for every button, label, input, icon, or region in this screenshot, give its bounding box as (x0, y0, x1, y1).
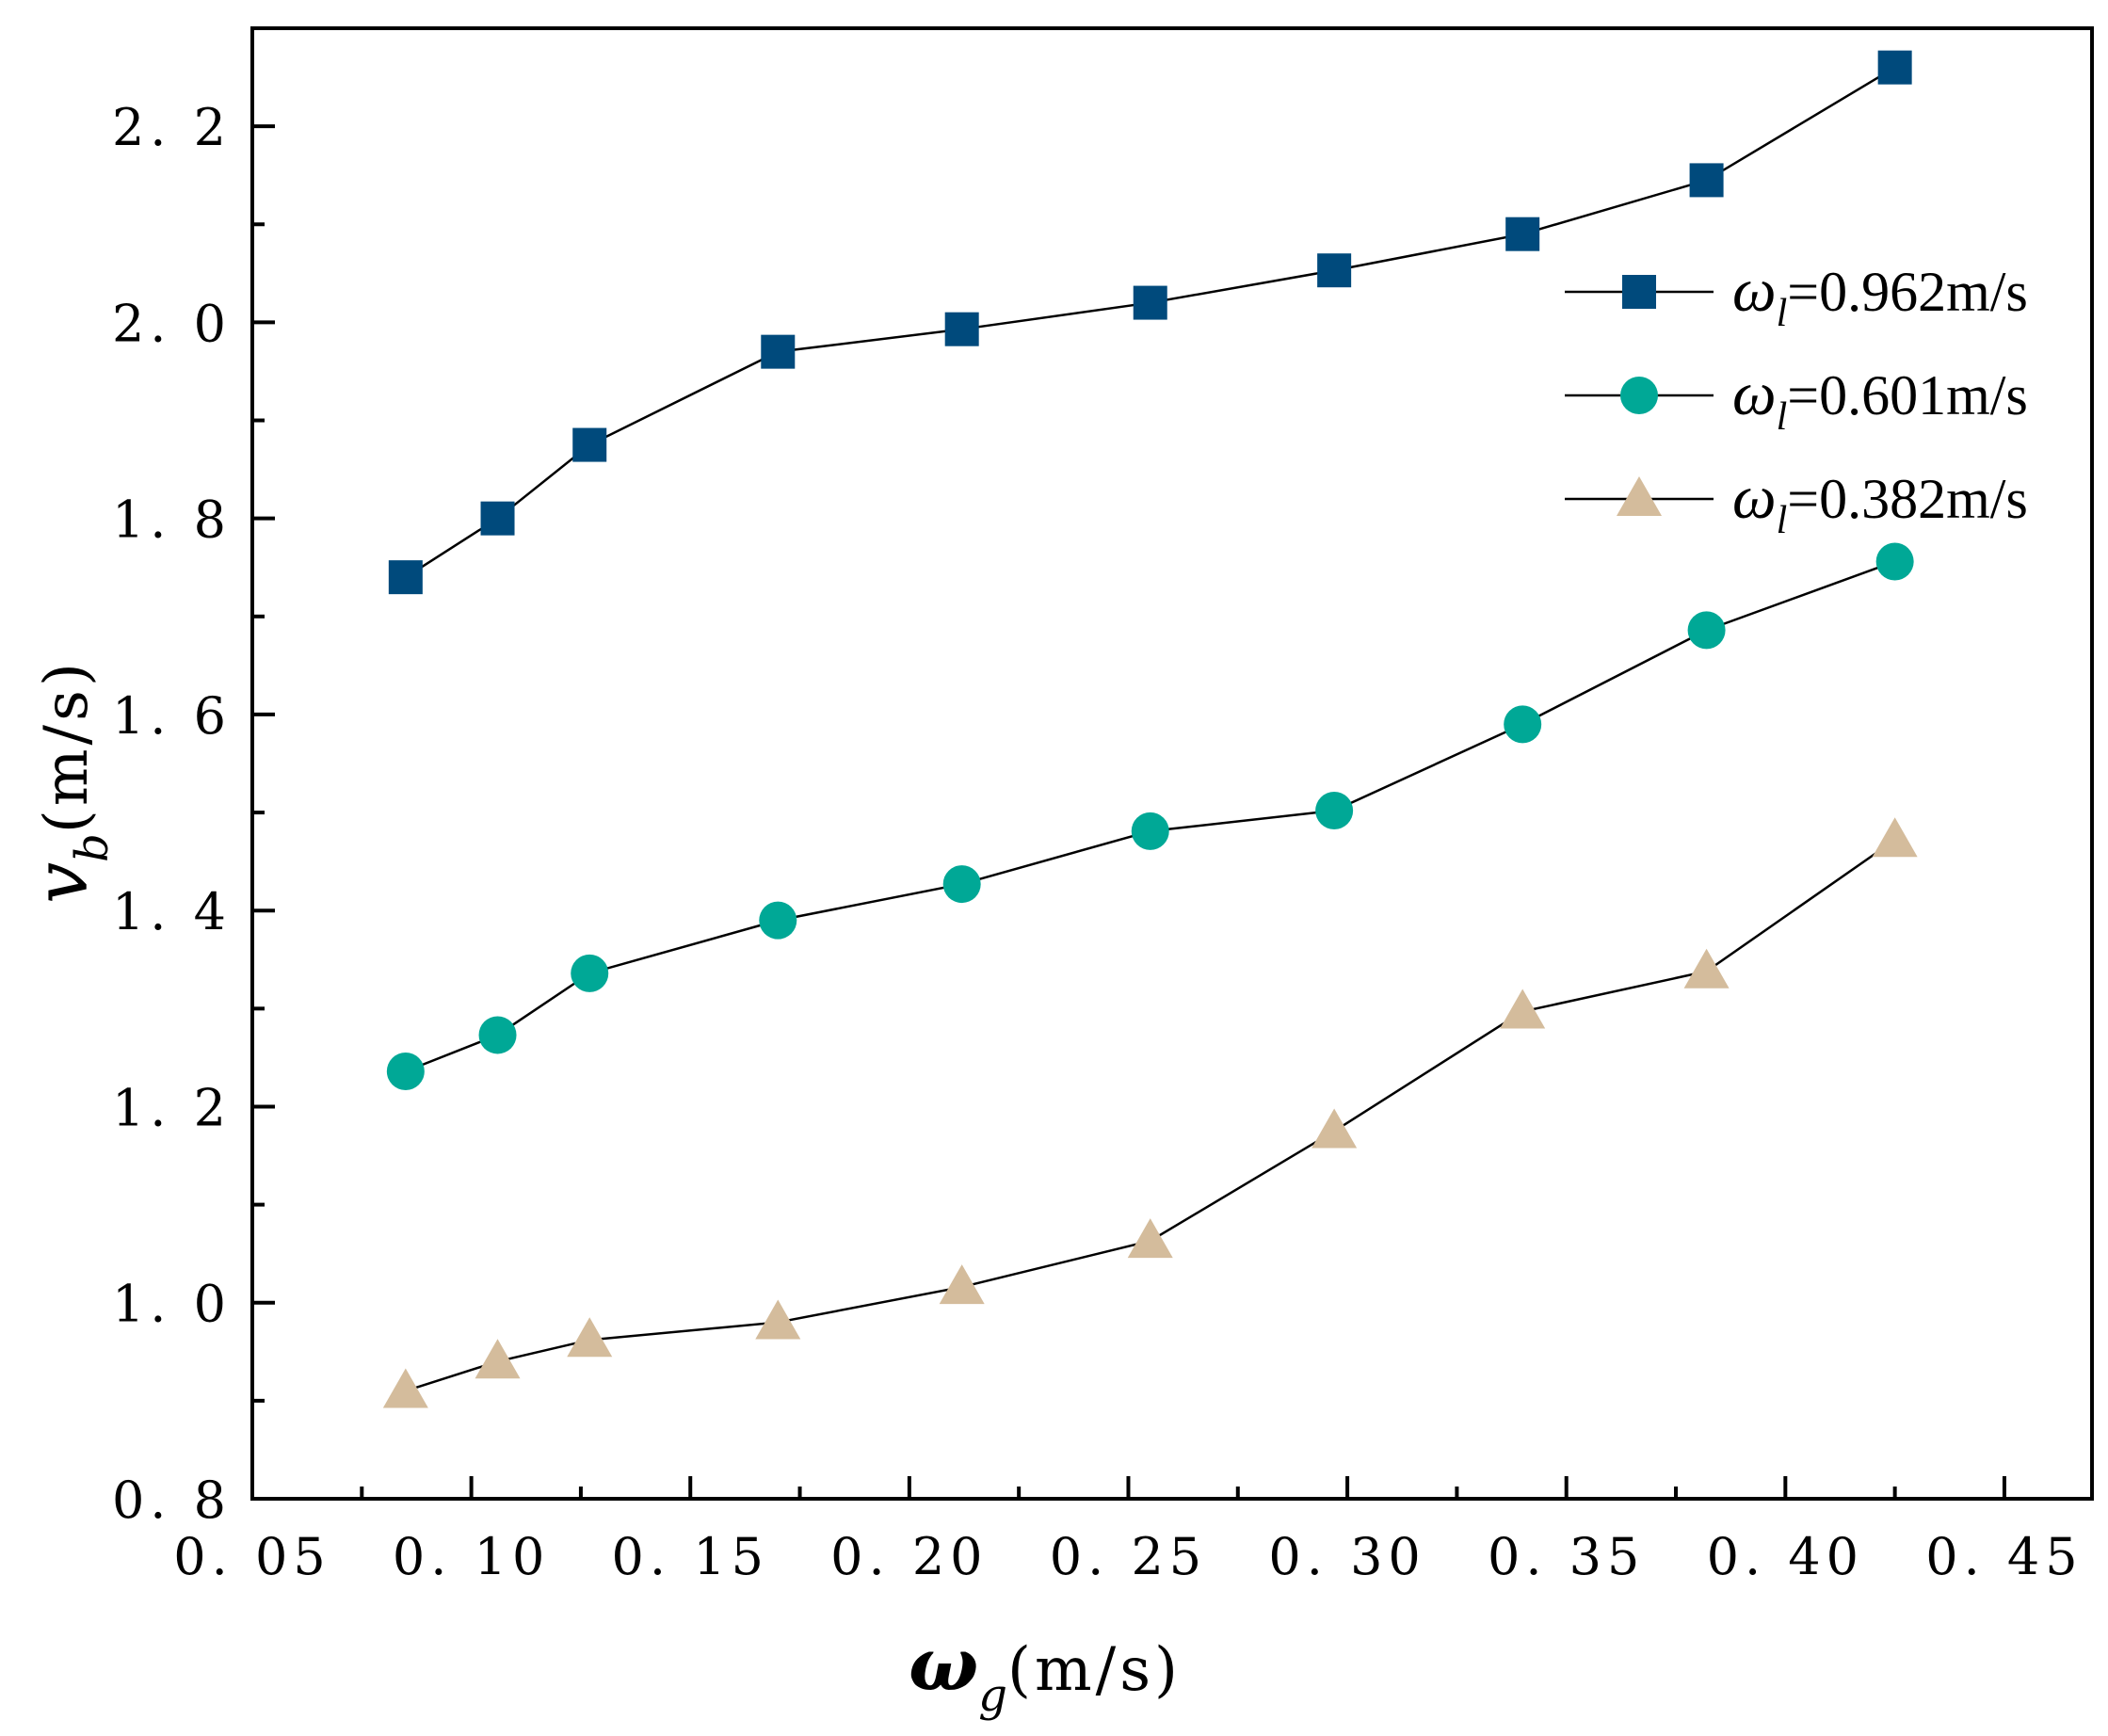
y-tick-label: 2. 0 (112, 294, 232, 353)
series-square (388, 50, 1912, 595)
x-axis-title: ωg(m/s) (909, 1622, 1182, 1722)
legend: ωl=0.962m/sωl=0.601m/sωl=0.382m/s (1565, 256, 2028, 542)
data-point-square (1689, 163, 1724, 198)
series-triangle (382, 817, 1918, 1408)
data-point-circle (1131, 812, 1169, 850)
series-line (405, 839, 1896, 1392)
data-point-triangle (755, 1299, 801, 1340)
y-tick-label: 1. 6 (112, 686, 232, 746)
legend-label: ωl=0.601m/s (1732, 360, 2028, 439)
x-tick-label: 0. 15 (612, 1527, 769, 1586)
legend-entry: ωl=0.382m/s (1565, 463, 2028, 542)
y-tick-label: 1. 0 (112, 1275, 232, 1334)
series-group (382, 50, 1918, 1408)
legend-label-symbol: ω (1732, 463, 1777, 532)
legend-marker-circle (1620, 377, 1658, 414)
data-point-circle (759, 901, 797, 940)
data-point-triangle (382, 1368, 428, 1408)
series-circle (386, 542, 1914, 1090)
series-line (405, 66, 1896, 579)
legend-marker-triangle (1617, 476, 1662, 516)
data-point-circle (1504, 705, 1542, 744)
x-axis-title-symbol: ω (909, 1622, 978, 1708)
x-tick-label: 0. 20 (830, 1527, 988, 1586)
legend-label-subscript: l (1777, 395, 1788, 439)
legend-label-symbol: ω (1732, 360, 1777, 428)
y-tick-label: 1. 8 (112, 490, 232, 550)
data-point-square (1317, 253, 1352, 288)
data-point-triangle (1500, 989, 1546, 1029)
legend-entry: ωl=0.601m/s (1565, 360, 2028, 439)
legend-label-symbol: ω (1732, 256, 1777, 325)
x-tick-label: 0. 35 (1488, 1527, 1645, 1586)
plot-frame (250, 26, 2094, 1501)
data-point-triangle (475, 1339, 521, 1379)
data-point-triangle (939, 1264, 985, 1305)
legend-entry: ωl=0.962m/s (1565, 256, 2028, 335)
x-axis-title-unit: (m/s) (1007, 1635, 1182, 1705)
x-axis: 0. 05 0. 10 0. 15 0. 20 0. 25 0. 30 0. 35 0. 40… (173, 1476, 2083, 1586)
data-point-square (1133, 285, 1167, 320)
plot-area-border (250, 26, 2094, 1501)
y-tick-label: 1. 2 (112, 1078, 232, 1137)
legend-label: ωl=0.962m/s (1732, 256, 2028, 335)
data-point-square (944, 312, 979, 346)
data-point-circle (1875, 542, 1914, 581)
legend-label-value: =0.382m/s (1787, 468, 2028, 530)
data-point-square (1877, 50, 1912, 85)
legend-label-subscript: l (1777, 499, 1788, 542)
y-axis-title-symbol: v (20, 862, 105, 904)
data-point-triangle (1127, 1218, 1173, 1259)
x-tick-label: 0. 10 (393, 1527, 550, 1586)
legend-label: ωl=0.382m/s (1732, 463, 2028, 542)
legend-label-value: =0.962m/s (1787, 261, 2028, 323)
x-tick-label: 0. 30 (1268, 1527, 1425, 1586)
x-axis-title-subscript: g (978, 1669, 1007, 1722)
data-point-triangle (567, 1317, 613, 1358)
data-point-circle (386, 1052, 425, 1090)
y-axis-title-subscript: b (66, 833, 119, 862)
data-point-circle (1687, 611, 1726, 650)
data-point-square (761, 334, 796, 369)
x-tick-label: 0. 40 (1707, 1527, 1864, 1586)
y-axis-title-unit: (m/s) (32, 659, 102, 833)
y-tick-label: 2. 2 (112, 98, 232, 157)
y-axis: 0. 8 1. 0 1. 2 1. 4 1. 6 1. 8 2. 0 2. 2 (112, 98, 275, 1530)
y-tick-label: 0. 8 (112, 1471, 232, 1530)
data-point-triangle (1683, 948, 1730, 989)
data-point-triangle (1872, 817, 1918, 858)
data-point-square (388, 560, 423, 595)
data-point-circle (478, 1016, 517, 1054)
legend-label-subscript: l (1777, 292, 1788, 335)
data-point-triangle (1311, 1108, 1358, 1149)
x-tick-label: 0. 45 (1925, 1527, 2083, 1586)
series-line (405, 560, 1896, 1073)
x-tick-label: 0. 25 (1050, 1527, 1207, 1586)
data-point-square (480, 501, 515, 536)
legend-marker-square (1622, 275, 1656, 309)
legend-label-value: =0.601m/s (1787, 364, 2028, 426)
data-point-square (1505, 217, 1540, 251)
x-tick-label: 0. 05 (173, 1527, 330, 1586)
y-axis-title: vb(m/s) (20, 659, 119, 904)
data-point-square (572, 427, 607, 462)
data-point-circle (571, 954, 609, 992)
data-point-circle (1315, 791, 1354, 829)
y-tick-label: 1. 4 (112, 882, 232, 941)
data-point-circle (942, 865, 981, 904)
